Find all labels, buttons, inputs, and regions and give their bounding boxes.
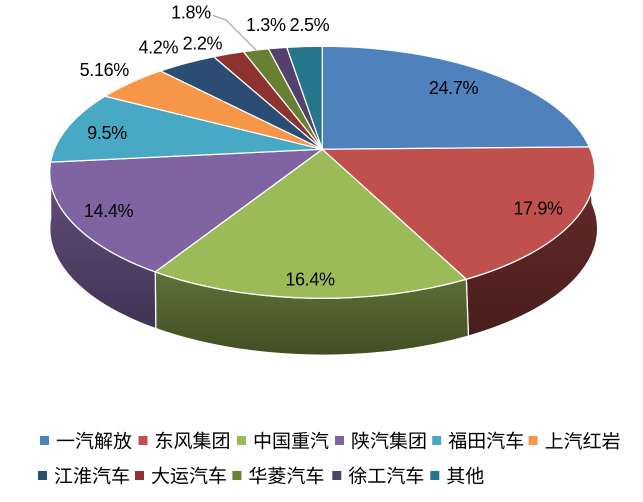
svg-text:2.5%: 2.5% [290, 15, 330, 35]
svg-text:24.7%: 24.7% [429, 78, 479, 98]
svg-text:14.4%: 14.4% [84, 201, 134, 221]
svg-text:16.4%: 16.4% [285, 270, 335, 290]
svg-text:5.16%: 5.16% [80, 60, 130, 80]
svg-text:1.8%: 1.8% [171, 2, 211, 22]
svg-text:1.3%: 1.3% [246, 15, 286, 35]
svg-text:9.5%: 9.5% [87, 123, 127, 143]
svg-text:2.2%: 2.2% [183, 34, 223, 54]
svg-text:4.2%: 4.2% [138, 38, 178, 58]
svg-text:17.9%: 17.9% [513, 199, 563, 219]
